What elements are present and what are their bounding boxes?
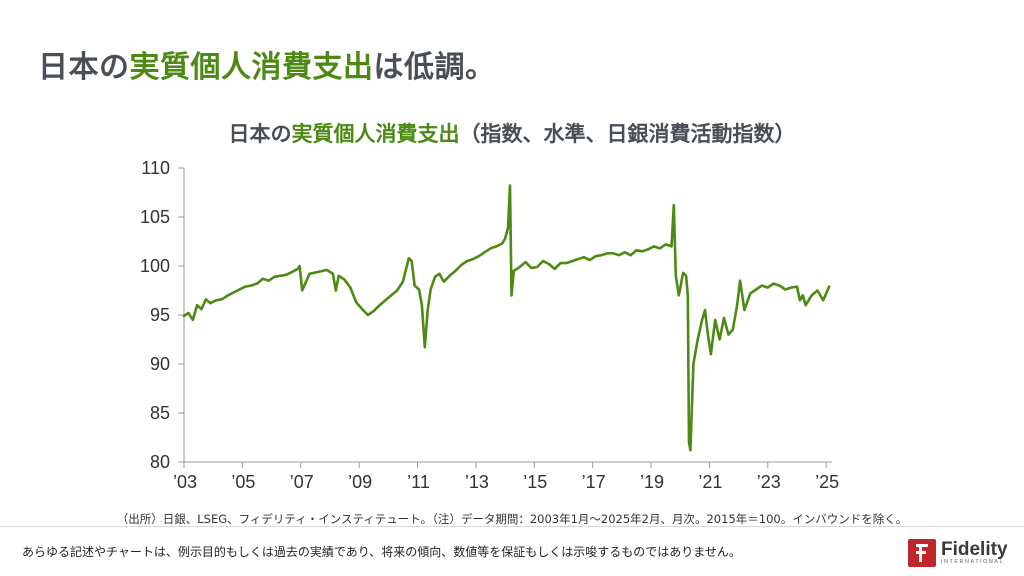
x-tick-label: ’23 [757, 472, 781, 492]
y-tick-label: 85 [150, 403, 170, 423]
y-tick-label: 90 [150, 354, 170, 374]
chart-title-highlight: 実質個人消費支出 [291, 122, 460, 146]
x-tick-label: ’05 [231, 472, 255, 492]
slide-title-part1: 日本の [38, 50, 130, 85]
x-tick-label: ’09 [348, 472, 372, 492]
x-tick-label: ’15 [523, 472, 547, 492]
fidelity-logo: Fidelity INTERNATIONAL [908, 536, 1008, 570]
slide-title-highlight: 実質個人消費支出 [129, 50, 374, 85]
y-tick-label: 100 [140, 256, 170, 276]
x-tick-label: ’03 [173, 472, 197, 492]
footer-divider [0, 526, 1024, 527]
logo-name: Fidelity [941, 539, 1008, 561]
x-tick-label: ’17 [582, 472, 606, 492]
y-tick-label: 105 [140, 207, 170, 227]
x-tick-label: ’21 [698, 472, 722, 492]
slide-title: 日本の実質個人消費支出は低調。 [38, 42, 496, 86]
y-tick-label: 95 [150, 305, 170, 325]
x-tick-label: ’25 [815, 472, 839, 492]
x-tick-label: ’19 [640, 472, 664, 492]
x-tick-label: ’13 [465, 472, 489, 492]
chart-title-part2: （指数、水準、日銀消費活動指数） [459, 122, 796, 146]
fidelity-logo-mark-icon [908, 539, 936, 567]
logo-subtitle: INTERNATIONAL [941, 559, 1005, 566]
source-note: （出所）日銀、LSEG、フィデリティ・インスティテュート。（注）データ期間：20… [116, 512, 908, 526]
slide-title-part2: は低調。 [373, 50, 496, 85]
y-tick-label: 110 [141, 158, 170, 178]
disclaimer-text: あらゆる記述やチャートは、例示目的もしくは過去の実績であり、将来の傾向、数値等を… [22, 545, 741, 559]
chart-title: 日本の実質個人消費支出（指数、水準、日銀消費活動指数） [0, 118, 1024, 148]
chart-title-part1: 日本の [228, 122, 292, 146]
x-tick-label: ’11 [407, 472, 430, 492]
x-tick-label: ’07 [290, 472, 314, 492]
series-line [182, 184, 831, 452]
y-tick-label: 80 [150, 452, 170, 472]
